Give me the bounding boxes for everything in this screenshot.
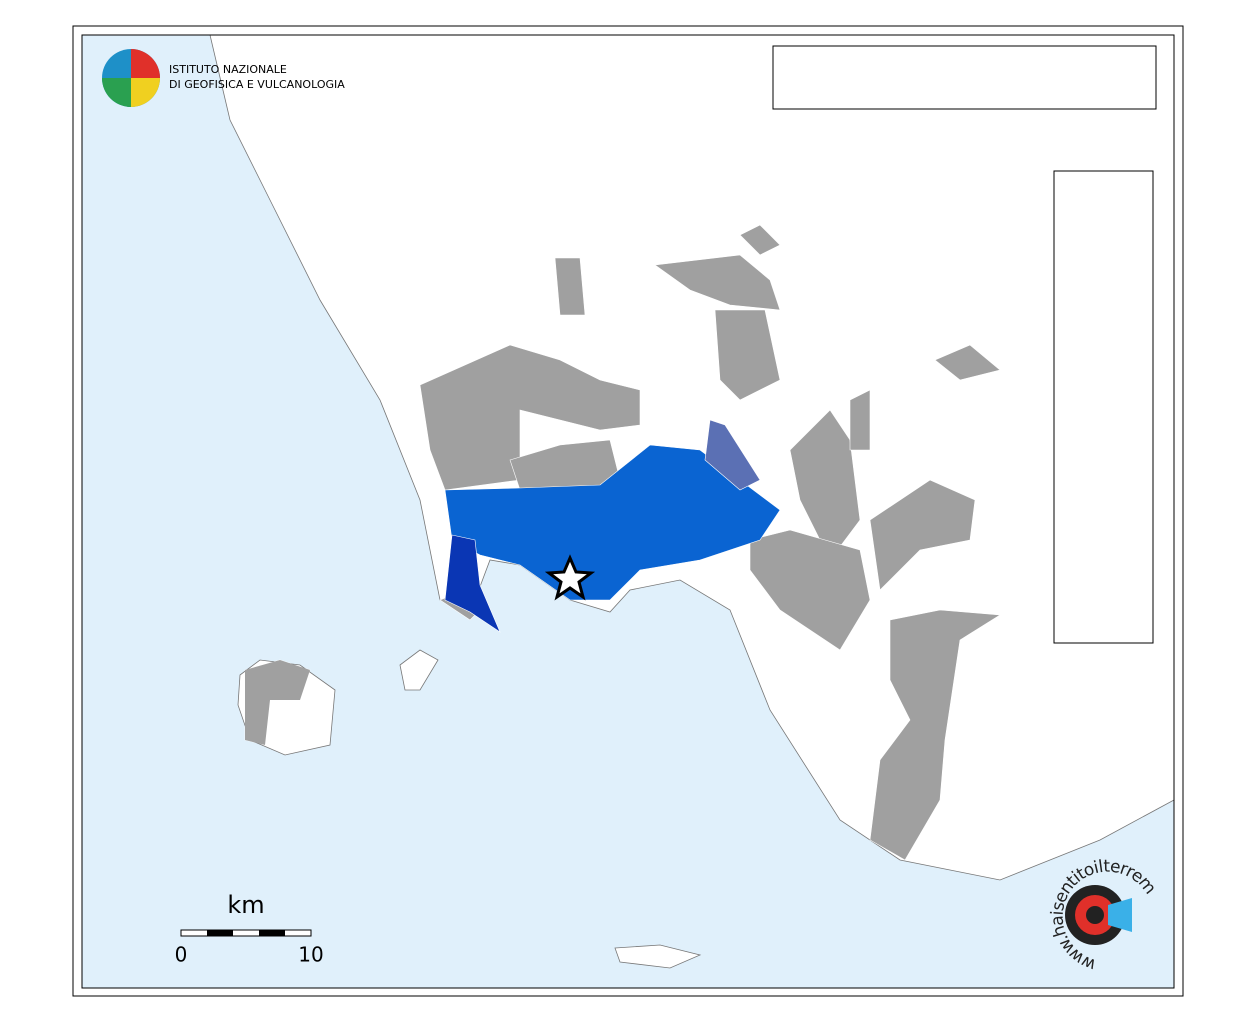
scale-tick: 10	[298, 943, 323, 967]
intensity-iii-area	[444, 534, 501, 633]
frame-inner	[81, 34, 1175, 989]
intensity-ii-area	[704, 419, 761, 491]
legend-box	[1053, 170, 1154, 644]
scale-bar-segment	[259, 930, 285, 936]
scale-bar	[180, 929, 312, 937]
intensity-iii-iv-area	[444, 444, 781, 601]
scale-unit: km	[227, 891, 264, 919]
capri-island	[614, 944, 702, 969]
procida-island	[399, 649, 439, 691]
watermark-logo-core	[1086, 906, 1104, 924]
frame	[72, 25, 1184, 997]
ingv-logo-part	[131, 49, 160, 78]
scale-tick: 0	[175, 943, 188, 967]
scale-bar-segment	[207, 930, 233, 936]
not-available-areas	[244, 224, 1001, 861]
institute-name: DI GEOFISICA E VULCANOLOGIA	[169, 78, 345, 91]
ischia-area	[245, 660, 310, 745]
ingv-logo-part	[131, 78, 160, 107]
epicenter-star	[544, 554, 596, 601]
info-box	[772, 45, 1157, 110]
watermark-megaphone	[1108, 898, 1132, 932]
institute-name: ISTITUTO NAZIONALE	[169, 63, 287, 76]
ingv-logo-part	[102, 78, 131, 107]
